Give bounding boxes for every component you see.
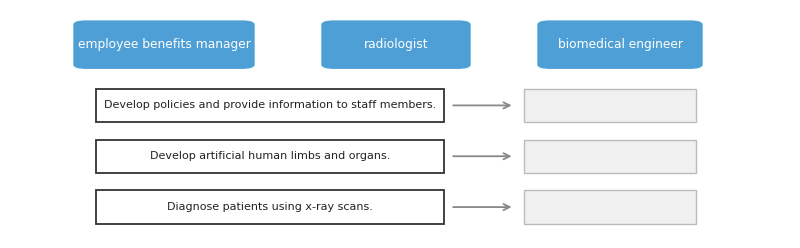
- Bar: [96, 139, 444, 173]
- FancyBboxPatch shape: [322, 21, 470, 68]
- Text: employee benefits manager: employee benefits manager: [78, 38, 250, 51]
- Bar: [96, 190, 444, 224]
- Text: biomedical engineer: biomedical engineer: [558, 38, 682, 51]
- Text: radiologist: radiologist: [364, 38, 428, 51]
- Bar: [524, 139, 696, 173]
- FancyBboxPatch shape: [538, 21, 702, 68]
- Text: Diagnose patients using x-ray scans.: Diagnose patients using x-ray scans.: [167, 202, 373, 212]
- Bar: [524, 190, 696, 224]
- Text: Develop artificial human limbs and organs.: Develop artificial human limbs and organ…: [150, 151, 390, 161]
- Bar: [96, 89, 444, 122]
- FancyBboxPatch shape: [74, 21, 254, 68]
- Text: Develop policies and provide information to staff members.: Develop policies and provide information…: [104, 100, 436, 110]
- Bar: [524, 89, 696, 122]
